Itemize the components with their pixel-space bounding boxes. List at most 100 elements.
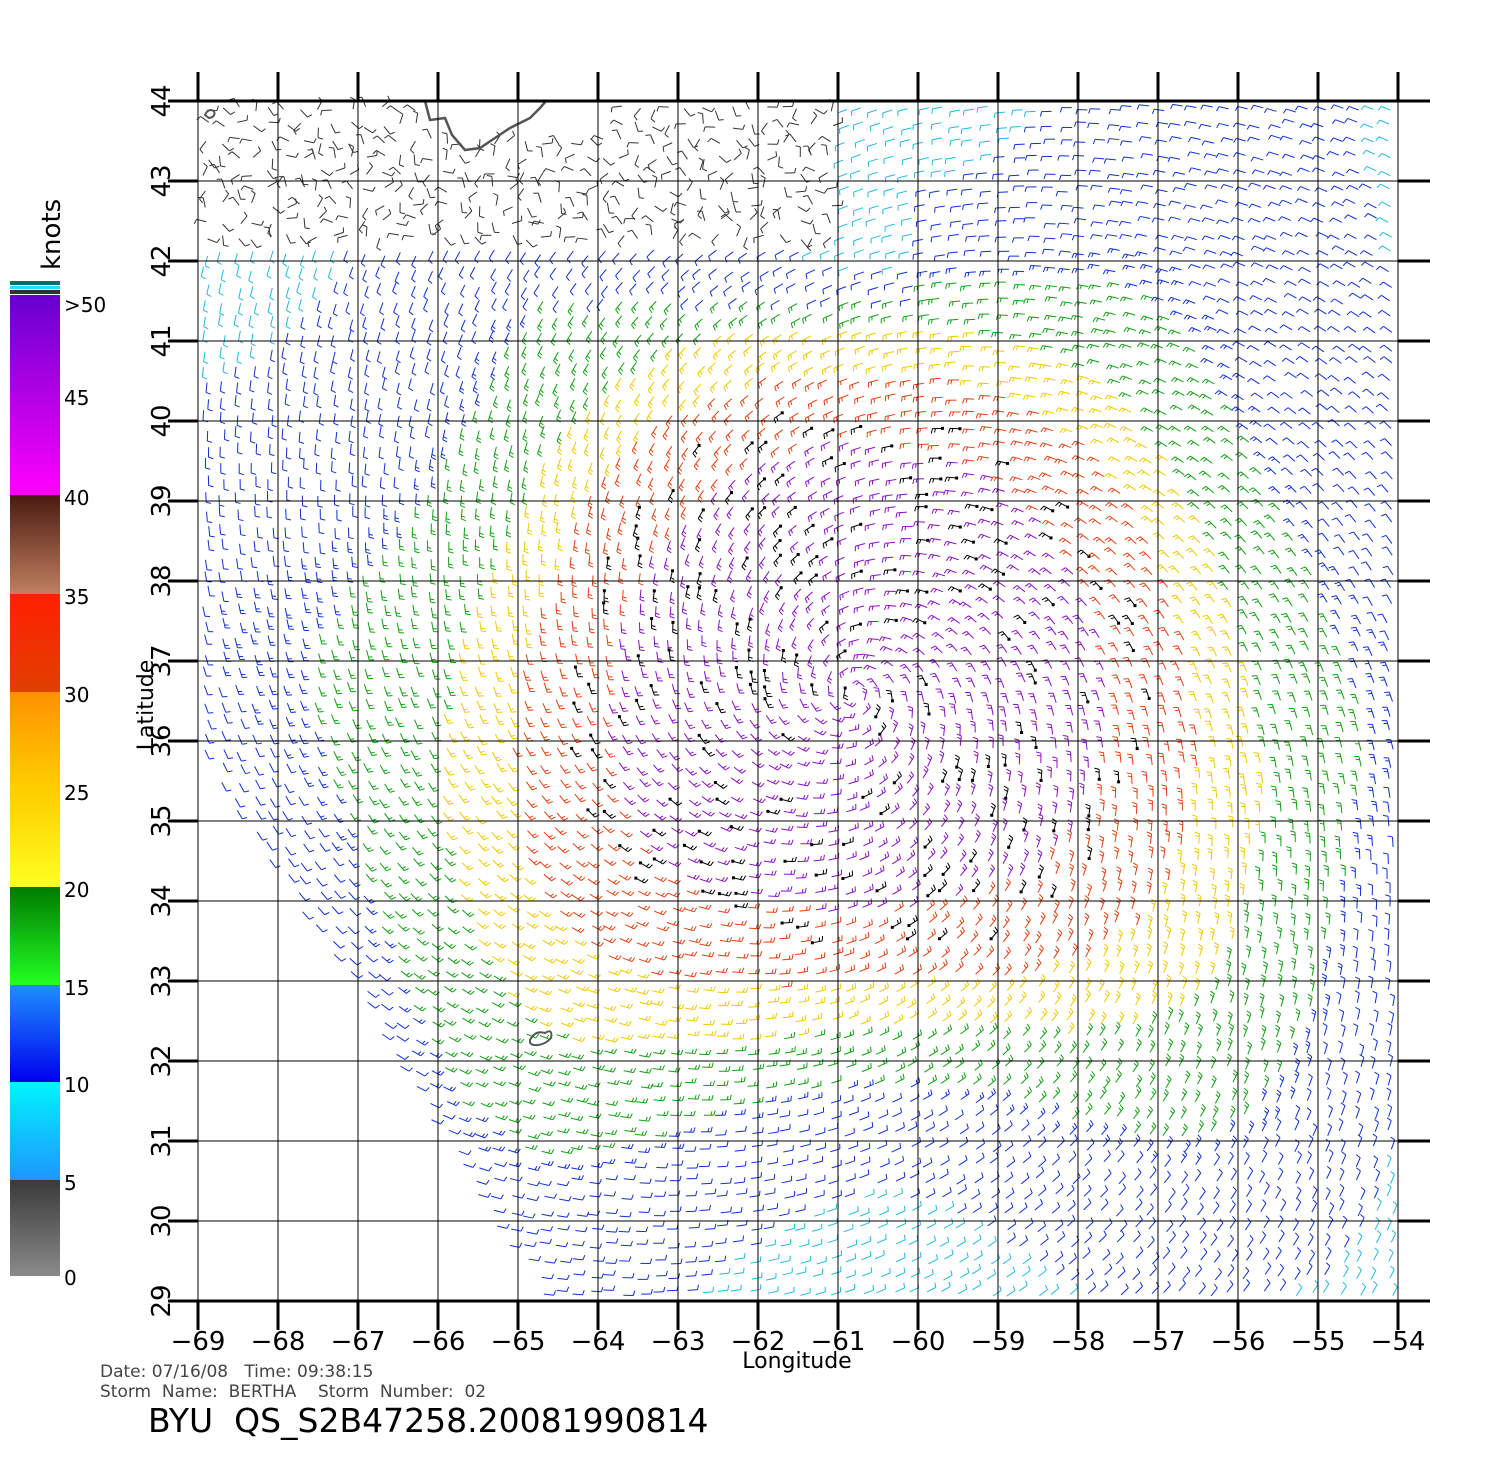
wind-barb bbox=[1266, 438, 1278, 444]
wind-barb bbox=[1123, 312, 1135, 316]
wind-barb bbox=[459, 879, 470, 886]
wind-barb bbox=[841, 871, 852, 880]
wind-barb bbox=[1297, 1151, 1301, 1163]
wind-barb bbox=[955, 723, 960, 734]
wind-barb bbox=[384, 687, 392, 696]
wind-barb bbox=[1264, 1182, 1269, 1194]
wind-barb bbox=[366, 955, 378, 962]
wind-barb bbox=[1388, 836, 1394, 847]
wind-barb bbox=[1189, 168, 1201, 172]
wind-barb bbox=[1105, 235, 1117, 240]
wind-barb bbox=[762, 493, 769, 504]
wind-barb bbox=[1169, 1188, 1175, 1200]
wind-barb bbox=[1083, 1041, 1089, 1053]
wind-barb bbox=[654, 524, 658, 536]
wind-barb bbox=[268, 399, 273, 411]
wind-barb bbox=[318, 195, 323, 207]
wind-barb bbox=[539, 991, 551, 995]
wind-barb bbox=[1296, 1199, 1301, 1211]
wind-barb bbox=[332, 461, 337, 473]
wind-barb bbox=[1362, 389, 1374, 395]
wind-barb bbox=[744, 524, 750, 536]
wind-barb bbox=[367, 720, 376, 729]
wind-barb bbox=[929, 538, 941, 543]
wind-barb bbox=[718, 892, 732, 896]
wind-barb bbox=[635, 122, 643, 132]
wind-barb bbox=[964, 250, 975, 256]
wind-barb bbox=[1120, 141, 1132, 146]
wind-barb bbox=[917, 271, 927, 278]
wind-barb bbox=[1306, 1041, 1310, 1053]
wind-barb bbox=[993, 351, 1005, 356]
wind-barb bbox=[283, 541, 289, 552]
wind-barb bbox=[976, 963, 983, 974]
wind-barb bbox=[1151, 1151, 1157, 1163]
wind-barb bbox=[1297, 168, 1309, 172]
wind-barb bbox=[238, 735, 247, 744]
wind-barb bbox=[414, 478, 419, 490]
wind-barb bbox=[687, 875, 699, 879]
wind-barb bbox=[540, 367, 544, 379]
wind-barb bbox=[573, 587, 578, 598]
wind-barb bbox=[1300, 124, 1312, 128]
wind-barb bbox=[574, 688, 582, 697]
wind-barb bbox=[1150, 1184, 1156, 1196]
wind-barb bbox=[979, 627, 990, 634]
wind-barb bbox=[1270, 817, 1275, 828]
wind-barb bbox=[946, 644, 957, 651]
wind-barb bbox=[513, 1065, 525, 1069]
wind-barb bbox=[556, 700, 565, 709]
wind-barb bbox=[1332, 674, 1341, 683]
wind-barb bbox=[269, 685, 277, 694]
wind-barb bbox=[647, 333, 654, 345]
wind-barb bbox=[913, 964, 921, 974]
wind-barb bbox=[302, 366, 307, 378]
wind-barb bbox=[1208, 835, 1213, 847]
wind-barb bbox=[1168, 157, 1180, 161]
colorbar-tick-label: 10 bbox=[64, 1073, 89, 1097]
wind-barb bbox=[639, 622, 644, 633]
wind-barb bbox=[509, 1082, 521, 1086]
wind-barb bbox=[1188, 692, 1196, 701]
wind-barb bbox=[380, 426, 385, 438]
wind-barb bbox=[914, 363, 925, 369]
wind-barb bbox=[972, 865, 978, 877]
wind-barb bbox=[1146, 754, 1152, 765]
wind-barb bbox=[224, 714, 233, 723]
wind-barb bbox=[1211, 1056, 1215, 1068]
wind-barb bbox=[257, 832, 267, 840]
wind-barb bbox=[1029, 333, 1041, 338]
wind-barb bbox=[1014, 615, 1027, 624]
wind-barb bbox=[1052, 1121, 1059, 1132]
wind-barb bbox=[1195, 1090, 1200, 1102]
wind-barb bbox=[316, 429, 321, 441]
wind-barb bbox=[623, 782, 634, 790]
wind-barb bbox=[239, 783, 249, 792]
wind-barb bbox=[570, 400, 574, 412]
wind-barb bbox=[561, 1022, 573, 1026]
wind-barb bbox=[972, 979, 979, 990]
wind-barb bbox=[821, 298, 830, 307]
wind-barb bbox=[382, 956, 394, 963]
wind-barb bbox=[662, 171, 671, 179]
wind-barb bbox=[980, 427, 992, 432]
wind-barb bbox=[1345, 406, 1357, 413]
wind-barb bbox=[299, 268, 303, 280]
wind-barb bbox=[409, 416, 413, 428]
wind-barb bbox=[1213, 1202, 1219, 1214]
wind-barb bbox=[834, 525, 843, 534]
wind-barb bbox=[798, 207, 810, 212]
wind-barb bbox=[1127, 754, 1133, 765]
wind-barb bbox=[446, 524, 451, 535]
wind-barb bbox=[1360, 124, 1372, 128]
wind-barb bbox=[1319, 880, 1324, 892]
wind-barb bbox=[940, 1169, 949, 1179]
wind-barb bbox=[1285, 372, 1297, 378]
wind-barb bbox=[1268, 581, 1278, 589]
wind-barb bbox=[1174, 767, 1180, 778]
wind-barb bbox=[208, 586, 215, 596]
wind-barb bbox=[385, 637, 392, 647]
wind-barb bbox=[849, 823, 859, 831]
wind-barb bbox=[543, 1082, 555, 1086]
wind-barb bbox=[1172, 469, 1184, 475]
